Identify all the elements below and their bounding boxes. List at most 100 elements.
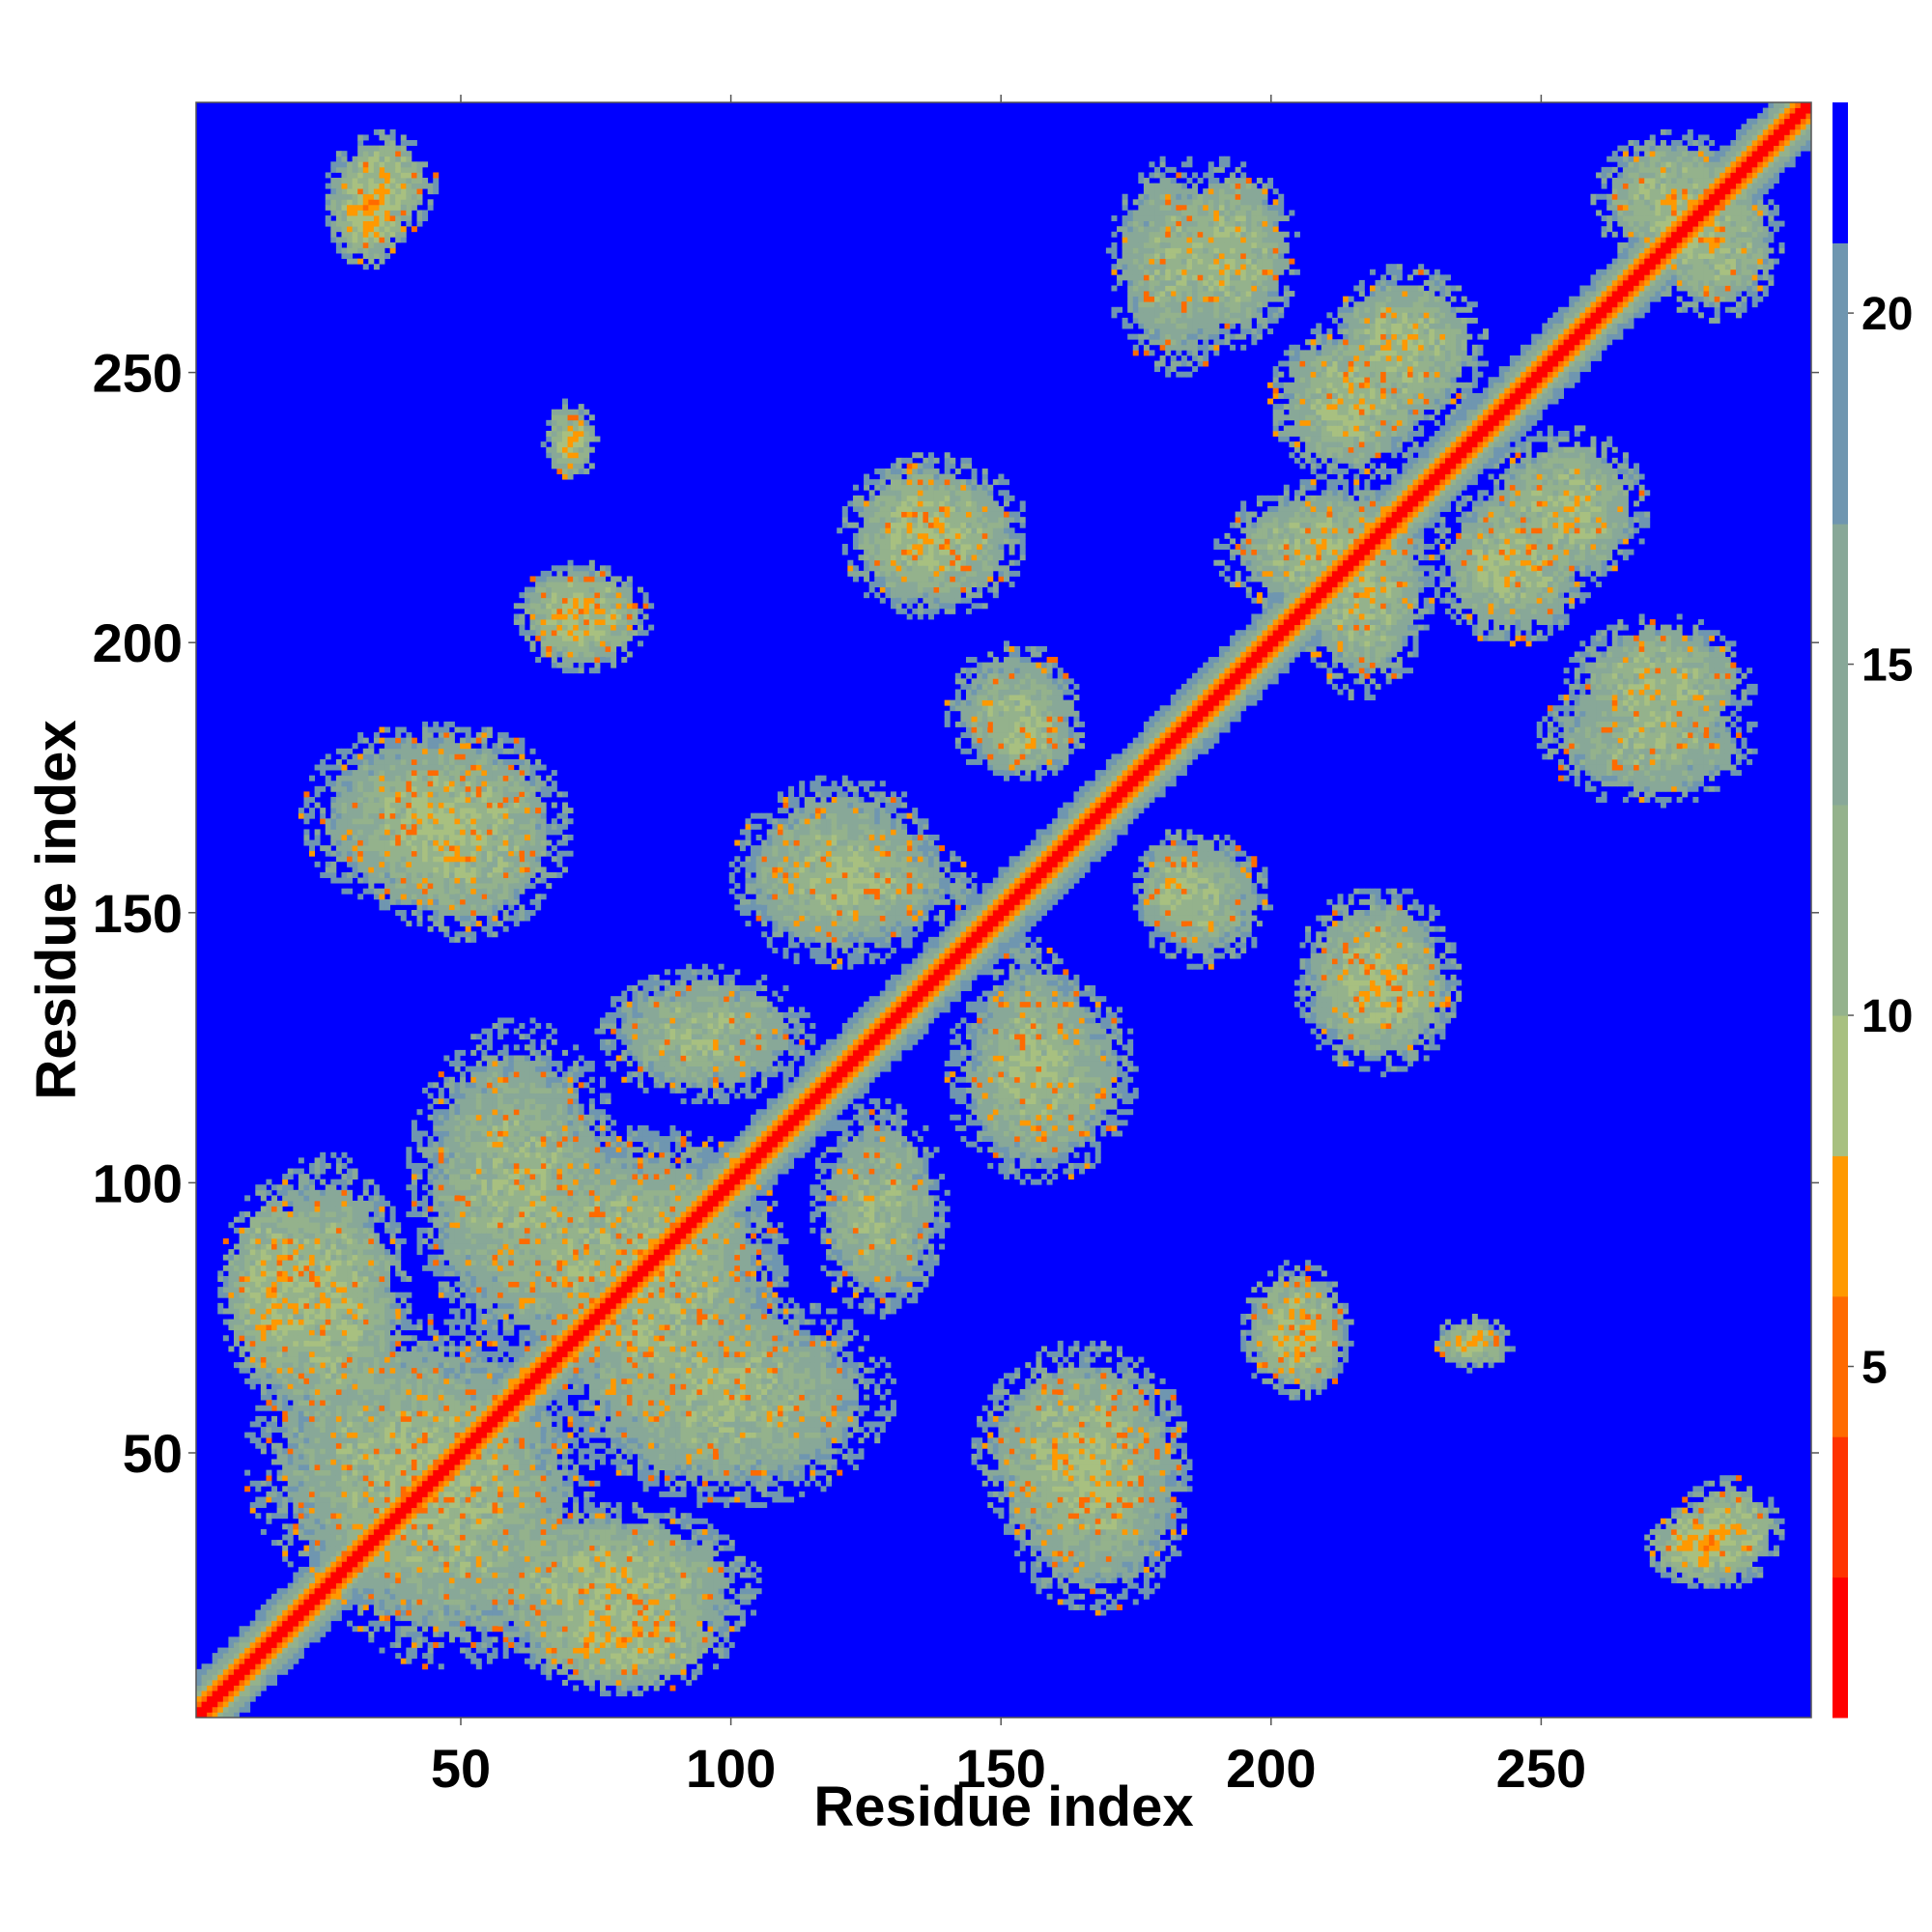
heatmap-cell	[347, 1561, 353, 1567]
heatmap-cell	[583, 1669, 589, 1675]
heatmap-cell	[384, 1626, 390, 1632]
heatmap-cell	[579, 1529, 584, 1535]
heatmap-cell	[568, 1546, 574, 1551]
heatmap-cell	[1106, 1502, 1112, 1508]
heatmap-cell	[654, 1642, 660, 1648]
heatmap-cell	[428, 1314, 434, 1320]
heatmap-cell	[347, 808, 353, 813]
heatmap-cell	[374, 840, 380, 846]
heatmap-cell	[320, 1529, 326, 1535]
heatmap-cell	[368, 776, 374, 781]
heatmap-cell	[384, 770, 390, 776]
heatmap-cell	[428, 1496, 434, 1502]
heatmap-cell	[1165, 1523, 1171, 1529]
heatmap-cell	[368, 883, 374, 889]
heatmap-cell	[309, 1416, 315, 1422]
heatmap-cell	[357, 1443, 363, 1449]
heatmap-cell	[357, 862, 363, 867]
heatmap-cell	[696, 1636, 702, 1642]
heatmap-cell	[493, 1594, 498, 1600]
heatmap-cell	[497, 1594, 503, 1600]
heatmap-cell	[648, 1632, 654, 1637]
heatmap-cell	[293, 1416, 298, 1422]
heatmap-cell	[374, 1567, 380, 1573]
heatmap-cell	[406, 1395, 412, 1401]
heatmap-cell	[525, 1443, 530, 1449]
heatmap-cell	[460, 1454, 466, 1460]
heatmap-cell	[439, 1599, 444, 1605]
heatmap-cell	[320, 1561, 326, 1567]
heatmap-cell	[449, 1496, 455, 1502]
heatmap-cell	[244, 1308, 250, 1314]
heatmap-cell	[583, 1653, 589, 1659]
heatmap-cell	[568, 1567, 574, 1573]
heatmap-cell	[379, 1443, 384, 1449]
heatmap-cell	[460, 1588, 466, 1594]
heatmap-cell	[336, 845, 342, 851]
heatmap-cell	[330, 1492, 336, 1497]
heatmap-cell	[460, 1395, 466, 1401]
heatmap-cell	[573, 1610, 579, 1616]
heatmap-cell	[546, 1502, 552, 1508]
heatmap-cell	[568, 1433, 574, 1438]
heatmap-cell	[390, 1454, 396, 1460]
heatmap-cell	[552, 1621, 557, 1627]
heatmap-cell	[288, 1443, 294, 1449]
heatmap-cell	[1122, 1486, 1128, 1492]
heatmap-cell	[422, 808, 428, 813]
heatmap-cell	[282, 1546, 288, 1551]
heatmap-cell	[244, 1320, 250, 1325]
heatmap-cell	[503, 1448, 509, 1454]
heatmap-cell	[579, 1632, 584, 1637]
heatmap-cell	[439, 1523, 444, 1529]
heatmap-cell	[455, 1406, 461, 1411]
heatmap-cell	[255, 1416, 261, 1422]
heatmap-cell	[1085, 1556, 1091, 1562]
heatmap-cell	[643, 1626, 649, 1632]
heatmap-cell	[406, 1335, 412, 1341]
heatmap-cell	[250, 1260, 256, 1265]
heatmap-cell	[562, 1669, 568, 1675]
heatmap-cell	[493, 1492, 498, 1497]
heatmap-cell	[481, 1561, 487, 1567]
heatmap-cell	[1009, 1523, 1015, 1529]
heatmap-cell	[493, 1427, 498, 1433]
heatmap-cell	[412, 1561, 417, 1567]
heatmap-cell	[497, 1443, 503, 1449]
heatmap-cell	[568, 1448, 574, 1454]
heatmap-cell	[1176, 1535, 1181, 1541]
heatmap-cell	[589, 1508, 595, 1514]
heatmap-cell	[266, 1270, 271, 1276]
heatmap-cell	[455, 1400, 461, 1406]
heatmap-cell	[384, 1519, 390, 1524]
heatmap-cell	[379, 1610, 384, 1616]
heatmap-cell	[255, 1211, 261, 1217]
heatmap-cell	[729, 1626, 735, 1632]
heatmap-cell	[508, 1492, 514, 1497]
heatmap-cell	[1154, 1486, 1160, 1492]
heatmap-cell	[600, 1594, 606, 1600]
heatmap-cell	[675, 1615, 681, 1621]
heatmap-cell	[487, 1605, 493, 1610]
heatmap-cell	[1095, 1556, 1101, 1562]
heatmap-cell	[250, 1303, 256, 1309]
heatmap-cell	[455, 1513, 461, 1519]
heatmap-cell	[374, 1448, 380, 1454]
heatmap-cell	[530, 1540, 536, 1546]
heatmap-cell	[525, 1395, 530, 1401]
heatmap-cell	[326, 1508, 331, 1514]
heatmap-cell	[583, 1459, 589, 1464]
heatmap-cell	[406, 835, 412, 840]
heatmap-cell	[443, 1443, 449, 1449]
heatmap-cell	[379, 851, 384, 857]
heatmap-cell	[347, 791, 353, 797]
heatmap-cell	[320, 1502, 326, 1508]
heatmap-cell	[466, 1550, 471, 1556]
heatmap-cell	[417, 883, 423, 889]
heatmap-cell	[293, 1260, 298, 1265]
heatmap-cell	[298, 1293, 304, 1298]
heatmap-cell	[1073, 1567, 1079, 1573]
heatmap-cell	[1052, 1508, 1058, 1514]
heatmap-cell	[525, 1540, 530, 1546]
heatmap-cell	[390, 749, 396, 754]
